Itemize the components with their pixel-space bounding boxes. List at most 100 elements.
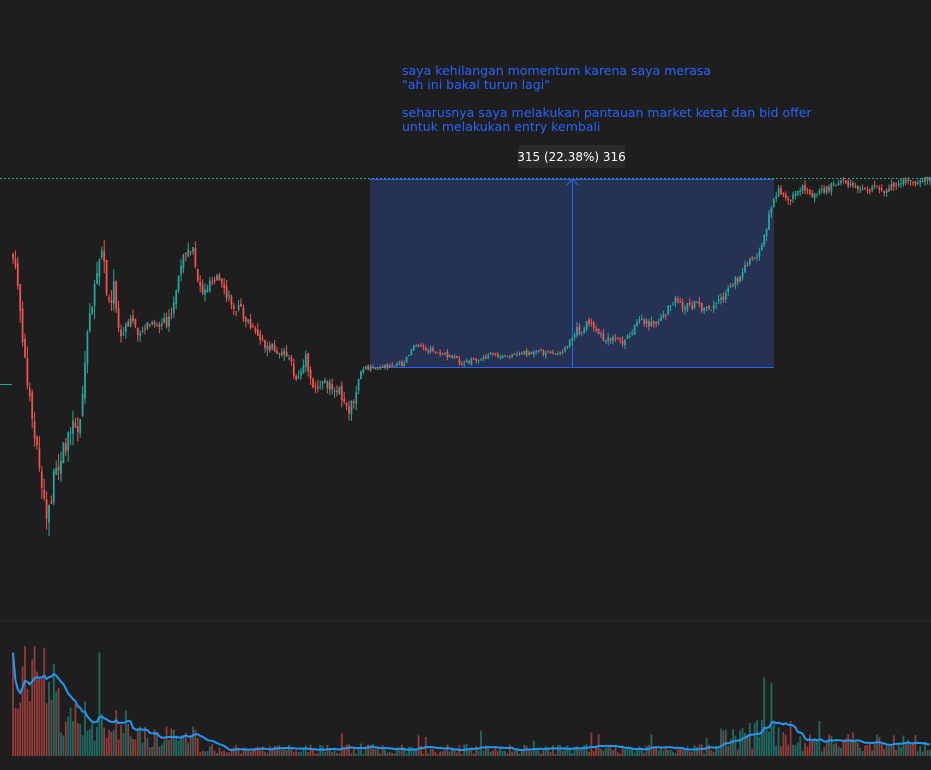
volume-bar xyxy=(638,746,641,756)
candle-body xyxy=(422,345,425,348)
candle-body xyxy=(902,179,905,185)
volume-bar xyxy=(801,750,804,756)
candle-body xyxy=(249,319,252,328)
volume-bar xyxy=(355,753,358,756)
volume-bar xyxy=(763,677,766,756)
candle-body xyxy=(794,193,797,196)
candle-body xyxy=(751,257,754,259)
candle-body xyxy=(74,422,77,428)
candle-body xyxy=(537,350,540,352)
volume-bar xyxy=(201,750,204,756)
volume-bar xyxy=(350,752,353,756)
candle-body xyxy=(876,186,878,188)
candle-body xyxy=(808,190,811,194)
volume-bar xyxy=(489,751,492,756)
volume-bar xyxy=(588,751,590,756)
candle-body xyxy=(319,385,322,387)
volume-bar xyxy=(508,744,511,756)
candle-body xyxy=(223,284,226,289)
volume-bar xyxy=(141,742,144,756)
candle-body xyxy=(254,328,257,332)
candle-body xyxy=(326,380,329,389)
volume-bar xyxy=(909,742,912,756)
candle-body xyxy=(417,345,420,347)
candle-body xyxy=(434,351,437,353)
volume-bar xyxy=(220,751,223,756)
volume-bar xyxy=(900,746,902,756)
volume-bar xyxy=(859,747,862,756)
candle-body xyxy=(117,308,120,328)
volume-bar xyxy=(804,743,806,756)
candle-body xyxy=(921,180,924,182)
candle-body xyxy=(220,278,223,284)
volume-bar xyxy=(302,747,305,756)
volume-bar xyxy=(242,747,245,756)
text-annotation[interactable]: saya kehilangan momentum karena saya mer… xyxy=(402,63,812,134)
volume-bar xyxy=(182,735,185,756)
candle-body xyxy=(878,187,881,190)
volume-bar xyxy=(679,748,682,756)
candle-body xyxy=(746,264,749,266)
volume-bar xyxy=(72,721,74,756)
candle-body xyxy=(720,297,722,300)
volume-bar xyxy=(21,666,24,756)
candle-body xyxy=(540,350,542,352)
volume-bar xyxy=(398,747,401,756)
volume-bar xyxy=(698,744,701,756)
candle-body xyxy=(847,181,850,187)
candle-body xyxy=(885,189,888,193)
volume-bar xyxy=(806,746,809,756)
candle-body xyxy=(67,432,70,451)
candle-body xyxy=(151,321,154,324)
candle-body xyxy=(278,352,281,354)
volume-bar xyxy=(307,752,310,756)
candle-body xyxy=(336,390,338,393)
volume-bar xyxy=(784,734,787,756)
volume-bar xyxy=(780,746,782,756)
candle-body xyxy=(705,306,708,308)
volume-bar xyxy=(482,750,485,756)
volume-bar xyxy=(64,721,67,756)
candle-body xyxy=(364,366,367,370)
candle-body xyxy=(436,352,439,354)
candle-body xyxy=(873,185,876,187)
candle-body xyxy=(564,347,566,351)
volume-bar xyxy=(621,746,624,756)
volume-bar xyxy=(26,688,29,756)
volume-bar xyxy=(338,752,341,756)
candle-body xyxy=(573,334,576,338)
candle-body xyxy=(84,363,86,399)
candle-body xyxy=(93,283,96,307)
volume-bar xyxy=(146,738,149,756)
volume-bar xyxy=(432,748,434,756)
price-range-measure[interactable]: 315 (22.38%) 316 xyxy=(370,145,774,368)
volume-bar xyxy=(278,745,281,756)
volume-bar xyxy=(871,750,874,756)
volume-bar xyxy=(566,745,569,756)
candle-body xyxy=(280,352,283,356)
volume-bar xyxy=(928,749,931,756)
candle-body xyxy=(631,333,634,335)
volume-bar xyxy=(396,749,398,756)
candle-body xyxy=(62,442,65,464)
volume-bar xyxy=(897,742,900,756)
candle-body xyxy=(669,305,672,307)
volume-bar xyxy=(914,735,917,756)
candle-body xyxy=(410,349,413,355)
candle-body xyxy=(679,301,682,303)
candle-body xyxy=(499,356,502,358)
volume-bar xyxy=(444,750,446,756)
volume-bar xyxy=(753,723,756,756)
volume-bar xyxy=(864,745,866,756)
candle-body xyxy=(518,353,521,355)
candle-body xyxy=(676,298,679,302)
volume-bar xyxy=(112,729,115,756)
volume-bar xyxy=(669,749,672,756)
volume-bar xyxy=(96,726,98,756)
candle-body xyxy=(636,321,638,327)
candle-body xyxy=(736,278,739,282)
volume-bar xyxy=(165,726,168,756)
volume-bar xyxy=(369,744,372,756)
